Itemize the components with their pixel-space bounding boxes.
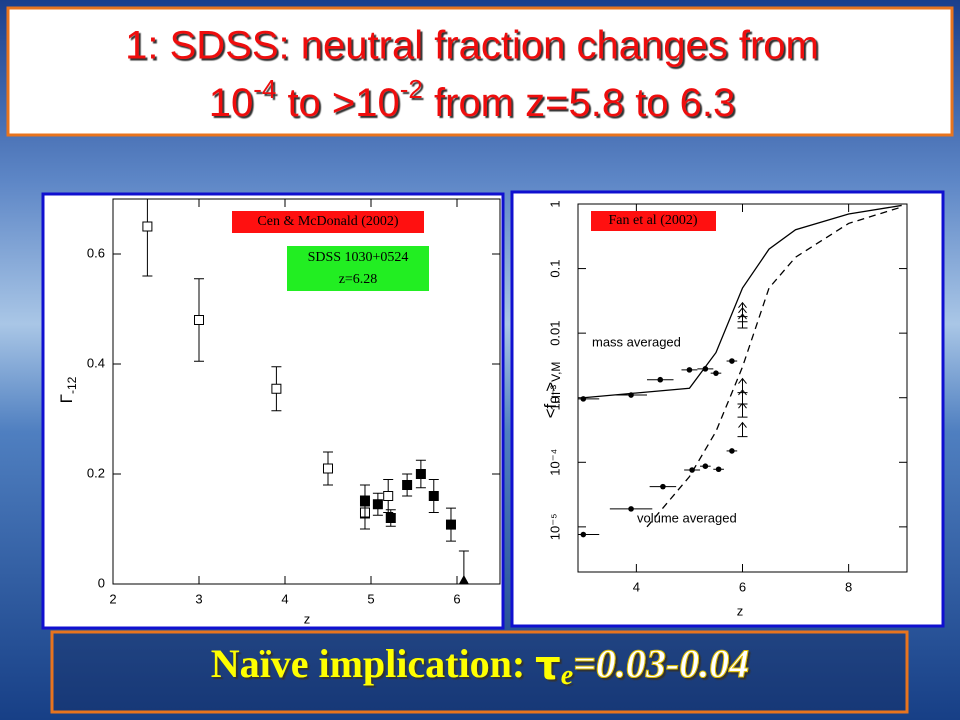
x-tick-label: 6 — [739, 579, 746, 594]
title-line: 1: SDSS: neutral fraction changes from — [125, 24, 819, 68]
data-point — [729, 448, 735, 454]
chart: 4 6 8 10⁻⁵ 10⁻⁴ 10⁻³ 0.01 0.1 1 z <fHI>V,M Fan et a… — [541, 200, 908, 618]
y-tick-label: 0.1 — [547, 260, 562, 278]
annotation-box — [232, 211, 424, 233]
y-axis-label-part: <f — [541, 403, 560, 418]
plot-frame — [112, 198, 501, 585]
data-point — [142, 221, 153, 232]
x-axis-label: z — [304, 611, 311, 626]
y-axis-label: Γ-12 — [57, 376, 79, 403]
data-point — [372, 499, 383, 510]
annotation: z=6.28 — [339, 272, 378, 287]
x-tick-label: 3 — [195, 591, 202, 606]
x-tick-label: 4 — [633, 579, 640, 594]
footer-box — [50, 630, 909, 714]
data-point — [686, 367, 693, 373]
data-point — [715, 466, 722, 473]
y-axis-label-part: -12 — [65, 376, 79, 394]
annotation: Cen & McDonald (2002) — [257, 214, 398, 229]
data-point — [194, 315, 204, 325]
data-point — [702, 366, 709, 372]
x-tick-label: 2 — [109, 591, 116, 606]
y-tick-label: 0.6 — [87, 245, 105, 260]
annotation: mass averaged — [592, 334, 681, 349]
y-tick-label: 10⁻³ — [547, 384, 562, 410]
data-point — [428, 491, 439, 501]
y-tick-label: 0.2 — [87, 465, 105, 480]
x-axis-label: z — [737, 603, 744, 618]
data-point — [383, 491, 394, 501]
charts: 2 3 4 5 6 0 0.2 0.4 0.6 z Γ-12 Cen & McDonald (2002… — [57, 198, 908, 626]
data-point — [657, 376, 664, 383]
x-tick-label: 4 — [281, 591, 288, 606]
annotation-box — [287, 246, 429, 291]
data-point — [628, 506, 634, 512]
data-point — [271, 383, 282, 394]
footer-subscript: e — [561, 660, 573, 691]
footer-text: Naïve implication: τe=0.03-0.04 — [211, 641, 750, 691]
y-axis-label-part: > — [541, 382, 560, 392]
chart: 2 3 4 5 6 0 0.2 0.4 0.6 z Γ-12 Cen & McDonald (2002… — [57, 198, 501, 626]
data-layer — [142, 199, 469, 584]
y-tick-label: 10⁻⁵ — [547, 514, 562, 541]
y-tick-label: 0 — [98, 575, 105, 590]
y-tick-label: 10⁻⁴ — [547, 449, 562, 476]
data-point — [713, 370, 719, 376]
data-point — [323, 463, 333, 474]
title-superscript: -4 — [253, 74, 276, 104]
data-point — [580, 531, 587, 538]
y-axis-label-part: Γ — [57, 394, 76, 403]
x-tick-label: 5 — [367, 591, 374, 606]
data-point — [458, 575, 469, 584]
data-layer — [578, 204, 902, 538]
y-axis-label: <fHI>V,M — [541, 362, 563, 419]
data-point — [359, 496, 370, 507]
data-point — [415, 469, 426, 479]
y-tick-label: 1 — [547, 200, 562, 207]
annotation: SDSS 1030+0524 — [308, 250, 409, 265]
title-line: 10-4 to >10-2 from z=5.8 to 6.3 — [209, 74, 736, 125]
error-bar — [458, 550, 469, 584]
title-part: from z=5.8 to 6.3 — [423, 81, 735, 125]
title-part: to >10 — [276, 81, 399, 125]
annotation: Fan et al (2002) — [608, 213, 697, 228]
data-point — [729, 358, 735, 364]
footer-symbol: τ — [535, 643, 561, 689]
lower-limit — [737, 301, 748, 318]
model-curve — [646, 206, 902, 528]
x-tick-label: 8 — [845, 579, 852, 594]
footer-part: Naïve implication: — [211, 641, 535, 686]
annotation: volume averaged — [637, 510, 737, 525]
y-axis-label-part: V,M — [549, 362, 563, 382]
data-point — [402, 480, 413, 490]
lower-limit — [737, 421, 748, 438]
data-point — [702, 463, 709, 469]
title-part: 10 — [209, 81, 254, 125]
y-tick-label: 0.01 — [547, 320, 562, 345]
title-superscript: -2 — [400, 74, 423, 104]
footer-value: =0.03-0.04 — [573, 641, 749, 686]
x-tick-label: 6 — [453, 591, 460, 606]
lower-limit — [737, 377, 748, 394]
data-point — [445, 519, 456, 530]
data-point — [385, 513, 396, 523]
y-tick-label: 0.4 — [87, 355, 105, 370]
model-curve — [583, 204, 902, 399]
y-axis-label-part: HI — [549, 392, 563, 404]
annotation-box — [591, 211, 716, 231]
title-box — [6, 6, 954, 137]
chart-panel — [510, 190, 945, 628]
data-point — [660, 483, 666, 490]
